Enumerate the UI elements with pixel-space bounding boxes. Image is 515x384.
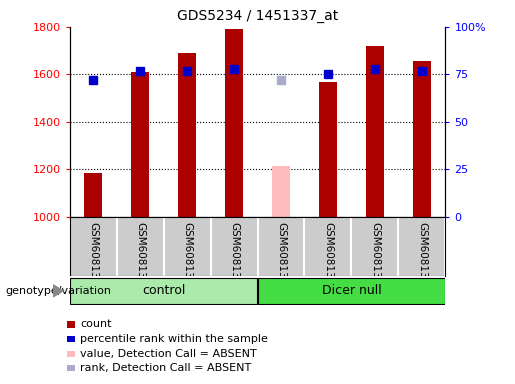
Text: GSM608132: GSM608132	[182, 222, 192, 285]
Text: value, Detection Call = ABSENT: value, Detection Call = ABSENT	[80, 349, 257, 359]
Bar	[271, 166, 290, 217]
Title: GDS5234 / 1451337_at: GDS5234 / 1451337_at	[177, 9, 338, 23]
Text: GSM608136: GSM608136	[370, 222, 380, 285]
Bar	[83, 173, 102, 217]
Text: rank, Detection Call = ABSENT: rank, Detection Call = ABSENT	[80, 363, 252, 373]
Bar	[225, 29, 244, 217]
Bar	[413, 61, 432, 217]
Text: GSM608133: GSM608133	[229, 222, 239, 285]
Text: GSM608137: GSM608137	[417, 222, 427, 285]
Bar	[178, 53, 196, 217]
Text: GSM608134: GSM608134	[276, 222, 286, 285]
Bar	[366, 46, 384, 217]
Text: Dicer null: Dicer null	[321, 285, 382, 297]
Bar	[319, 81, 337, 217]
Text: GSM608135: GSM608135	[323, 222, 333, 285]
Text: GSM608131: GSM608131	[135, 222, 145, 285]
Text: GSM608130: GSM608130	[88, 222, 98, 285]
Bar	[259, 278, 444, 304]
Text: genotype/variation: genotype/variation	[5, 286, 111, 296]
Bar	[71, 278, 256, 304]
Text: count: count	[80, 319, 112, 329]
Text: percentile rank within the sample: percentile rank within the sample	[80, 334, 268, 344]
Text: control: control	[142, 285, 185, 297]
Bar	[131, 72, 149, 217]
